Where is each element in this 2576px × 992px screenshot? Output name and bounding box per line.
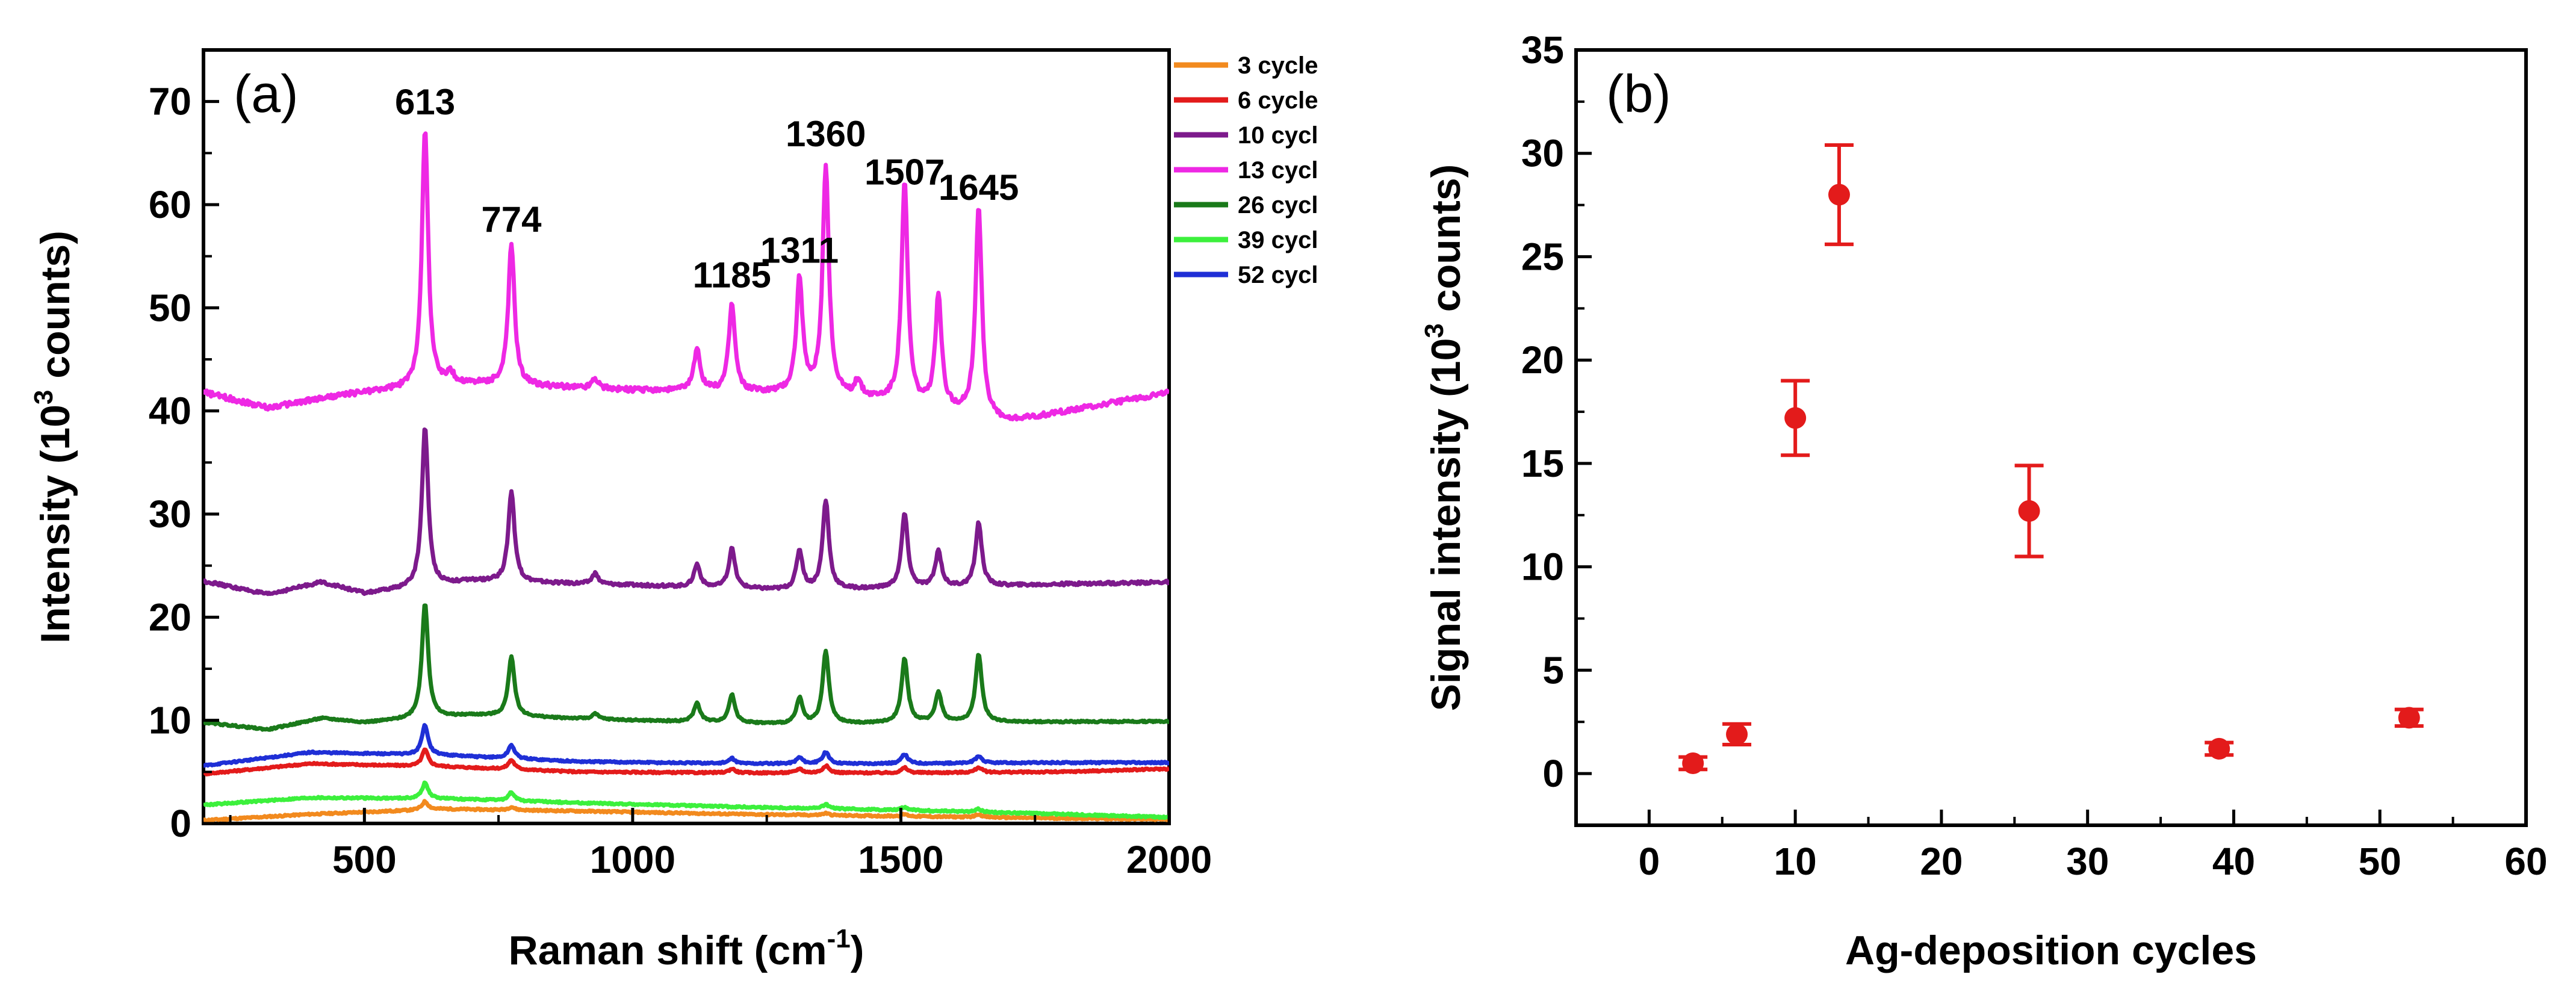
panel-a: 500 1000 1500 2000 0 10 20 30 40 50 60 70 613 774 118… (29, 48, 1212, 973)
panel-b-plot-frame (1574, 48, 2528, 827)
panel-a-series-13-cycl (203, 131, 1169, 422)
panel-a-x-tick-label: 1000 (590, 838, 675, 881)
panel-b-y-axis-title: Signal intensity (103 counts) (1420, 164, 1469, 711)
peak-label-1311: 1311 (760, 231, 839, 271)
panel-a-legend: 3 cycle 6 cycle 10 cycl 13 cycl 26 cycl 39 cy… (1174, 52, 1318, 288)
peak-label-1645: 1645 (939, 167, 1019, 208)
panel-a-series-6-cycle (203, 747, 1169, 777)
panel-b-y-tick-label: 15 (1521, 442, 1564, 485)
panel-b-y-tick-label: 25 (1521, 235, 1564, 278)
peak-label-1185: 1185 (693, 255, 771, 296)
panel-b-x-tick-label: 20 (1920, 840, 1963, 883)
peak-label-613: 613 (395, 82, 455, 122)
panel-a-x-tick-label: 1500 (858, 838, 943, 881)
panel-b: 0 10 20 30 40 50 60 0 5 10 15 20 25 30 35 (b) Ag-depos… (1420, 28, 2548, 973)
panel-b-y-tick-label: 30 (1521, 132, 1564, 175)
panel-a-y-tick-label: 30 (149, 492, 191, 536)
panel-a-x-tick-label: 2000 (1126, 838, 1212, 881)
peak-label-1360: 1360 (786, 114, 866, 154)
panel-a-ticks: 500 1000 1500 2000 0 10 20 30 40 50 60 70 (149, 80, 1212, 881)
legend-label-26-cycl: 26 cycl (1238, 192, 1318, 219)
panel-b-ticks: 0 10 20 30 40 50 60 0 5 10 15 20 25 30 35 (1521, 28, 2548, 883)
panel-a-y-tick-label: 60 (149, 183, 191, 226)
legend-label-13-cycl: 13 cycl (1238, 157, 1318, 184)
panel-a-series-group (203, 131, 1169, 823)
panel-a-x-axis-title: Raman shift (cm-1) (509, 924, 864, 973)
legend-label-52-cycl: 52 cycl (1238, 262, 1318, 288)
data-point-13-cycles (1828, 184, 1850, 206)
panel-a-y-tick-label: 70 (149, 80, 191, 123)
panel-b-x-tick-label: 60 (2504, 840, 2547, 883)
panel-b-points-group (1678, 143, 2424, 774)
panel-a-series-10-cycl (203, 427, 1169, 597)
panel-b-label: (b) (1606, 64, 1671, 123)
panel-b-x-tick-label: 40 (2212, 840, 2255, 883)
panel-a-y-axis-title: Intensity (103 counts) (29, 231, 78, 643)
legend-label-6-cycle: 6 cycle (1238, 87, 1318, 114)
panel-a-series-52-cycl (203, 723, 1169, 768)
data-point-26-cycles (2018, 500, 2040, 522)
panel-a-plot-frame (202, 48, 1171, 825)
legend-label-10-cycl: 10 cycl (1238, 122, 1318, 149)
peak-label-774: 774 (481, 199, 542, 240)
data-point-52-cycles (2398, 707, 2420, 729)
panel-b-x-tick-label: 30 (2066, 840, 2109, 883)
panel-a-label: (a) (234, 64, 299, 123)
data-point-10-cycles (1784, 407, 1807, 429)
panel-b-y-tick-label: 0 (1542, 752, 1564, 795)
panel-b-x-tick-label: 50 (2359, 840, 2401, 883)
panel-a-y-tick-label: 50 (149, 286, 191, 329)
panel-b-y-tick-label: 10 (1521, 545, 1564, 589)
data-point-3-cycles (1682, 752, 1704, 774)
legend-label-39-cycl: 39 cycl (1238, 227, 1318, 253)
panel-a-y-tick-label: 0 (170, 802, 191, 845)
panel-b-y-tick-label: 20 (1521, 338, 1564, 382)
data-point-39-cycles (2208, 737, 2230, 760)
panel-b-x-tick-label: 0 (1639, 840, 1660, 883)
peak-label-1507: 1507 (864, 152, 945, 192)
legend-label-3-cycle: 3 cycle (1238, 52, 1318, 79)
panel-a-y-tick-label: 20 (149, 595, 191, 639)
panel-a-series-26-cycl (203, 603, 1169, 732)
data-point-6-cycles (1726, 723, 1748, 745)
panel-b-y-tick-label: 5 (1542, 648, 1564, 692)
panel-b-y-tick-label: 35 (1521, 28, 1564, 72)
panel-a-series-39-cycl (203, 780, 1169, 820)
panel-a-x-tick-label: 500 (332, 838, 397, 881)
panel-b-x-tick-label: 10 (1774, 840, 1817, 883)
panel-b-x-axis-title: Ag-deposition cycles (1845, 928, 2257, 973)
panel-a-y-tick-label: 10 (149, 699, 191, 742)
panel-a-y-tick-label: 40 (149, 389, 191, 433)
